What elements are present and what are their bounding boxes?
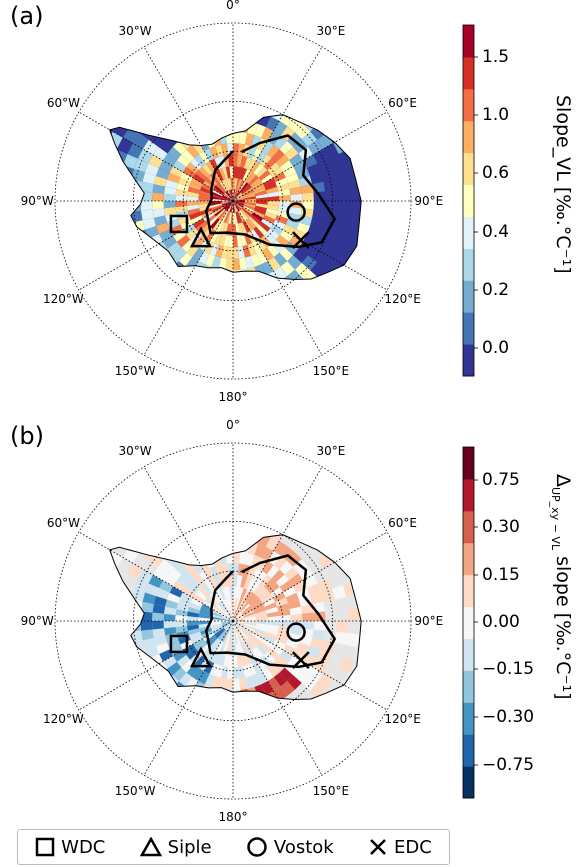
colorbar-swatch bbox=[463, 344, 474, 377]
legend-item-vostok: Vostok bbox=[246, 836, 334, 858]
site-marker-triangle bbox=[189, 646, 213, 668]
site-marker-triangle bbox=[189, 226, 213, 248]
circle-marker-icon bbox=[247, 837, 267, 857]
site-marker-square bbox=[169, 214, 189, 234]
longitude-label: 0° bbox=[226, 418, 240, 433]
longitude-label: 90°E bbox=[414, 614, 444, 628]
colorbar-tick-label: 0.6 bbox=[482, 163, 510, 183]
x-marker-icon bbox=[370, 839, 386, 855]
colorbar-a-title: Slope_VL [‰.°C⁻¹] bbox=[552, 95, 574, 274]
legend-item-wdc: WDC bbox=[35, 837, 105, 858]
colorbar-tick-label: 1.5 bbox=[482, 47, 510, 67]
site-legend: WDC Siple Vostok EDC bbox=[17, 829, 450, 865]
colorbar-swatch bbox=[463, 25, 474, 58]
site-marker-circle bbox=[286, 622, 306, 642]
colorbar-swatch bbox=[463, 152, 474, 186]
panel-a-label: (a) bbox=[10, 2, 44, 30]
colorbar-swatch bbox=[463, 766, 474, 799]
legend-label-siple: Siple bbox=[167, 836, 212, 858]
colorbar-b bbox=[462, 446, 478, 799]
legend-item-edc: EDC bbox=[368, 837, 432, 858]
longitude-label: 120°W bbox=[43, 291, 84, 306]
colorbar-swatch bbox=[463, 56, 474, 90]
longitude-label: 150°E bbox=[312, 363, 350, 378]
site-marker-x bbox=[291, 651, 310, 670]
colorbar-swatch bbox=[463, 606, 474, 639]
longitude-label: 120°W bbox=[43, 711, 84, 726]
colorbar-swatch bbox=[463, 702, 474, 735]
legend-label-vostok: Vostok bbox=[273, 836, 334, 858]
colorbar-swatch bbox=[463, 120, 474, 154]
longitude-label: 90°E bbox=[414, 194, 444, 208]
colorbar-tick-label: 0.30 bbox=[482, 517, 520, 537]
colorbar-swatch bbox=[463, 248, 474, 281]
longitude-label: 120°E bbox=[384, 291, 421, 306]
legend-item-siple: Siple bbox=[139, 836, 212, 858]
colorbar-swatch bbox=[463, 447, 474, 480]
longitude-label: 30°W bbox=[118, 444, 152, 459]
longitude-label: 120°E bbox=[384, 711, 421, 726]
colorbar-swatch bbox=[463, 88, 474, 122]
longitude-label: 30°E bbox=[316, 24, 346, 39]
colorbar-tick-label: 0.75 bbox=[482, 470, 520, 490]
colorbar-swatch bbox=[463, 734, 474, 767]
longitude-label: 90°W bbox=[20, 194, 54, 208]
longitude-label: 60°W bbox=[46, 516, 80, 531]
site-marker-circle bbox=[286, 202, 306, 222]
colorbar-tick-label: 0.2 bbox=[482, 280, 510, 300]
panel-b-label: (b) bbox=[10, 422, 44, 450]
longitude-label: 60°E bbox=[388, 516, 417, 531]
colorbar-tick-label: 1.0 bbox=[482, 105, 510, 125]
map-panel-b bbox=[54, 442, 412, 800]
legend-label-edc: EDC bbox=[394, 836, 432, 858]
longitude-label: 90°W bbox=[20, 614, 54, 628]
longitude-label: 180° bbox=[218, 809, 248, 824]
colorbar-tick-label: −0.75 bbox=[482, 755, 535, 775]
colorbar-tick-label: 0.4 bbox=[482, 222, 510, 242]
legend-label-wdc: WDC bbox=[61, 836, 106, 858]
map-panel-a bbox=[54, 22, 412, 380]
colorbar-swatch bbox=[463, 574, 474, 608]
triangle-marker-icon bbox=[139, 837, 162, 857]
longitude-label: 150°E bbox=[312, 783, 350, 798]
colorbar-swatch bbox=[463, 216, 474, 249]
colorbar-swatch bbox=[463, 280, 474, 313]
colorbar-tick-label: 0.15 bbox=[482, 565, 520, 585]
colorbar-tick-label: −0.15 bbox=[482, 659, 535, 679]
longitude-label: 0° bbox=[226, 0, 240, 13]
colorbar-a bbox=[462, 24, 478, 377]
colorbar-tick-label: 0.00 bbox=[482, 612, 520, 632]
colorbar-b-title: ΔUP_xy − VL slope [‰.°C⁻¹] bbox=[549, 474, 574, 700]
colorbar-swatch bbox=[463, 670, 474, 703]
colorbar-swatch bbox=[463, 542, 474, 576]
colorbar-tick-label: −0.30 bbox=[482, 707, 535, 727]
longitude-label: 150°W bbox=[114, 363, 156, 378]
colorbar-tick-label: 0.0 bbox=[482, 338, 510, 358]
longitude-label: 30°E bbox=[316, 444, 346, 459]
square-marker-icon bbox=[35, 837, 55, 857]
colorbar-swatch bbox=[463, 510, 474, 544]
longitude-label: 150°W bbox=[114, 783, 156, 798]
site-marker-x bbox=[291, 231, 310, 250]
longitude-label: 180° bbox=[218, 389, 248, 404]
longitude-label: 60°W bbox=[46, 96, 80, 111]
site-marker-square bbox=[169, 634, 189, 654]
colorbar-swatch bbox=[463, 638, 474, 671]
colorbar-swatch bbox=[463, 184, 474, 217]
longitude-label: 60°E bbox=[388, 96, 417, 111]
longitude-label: 30°W bbox=[118, 24, 152, 39]
colorbar-swatch bbox=[463, 478, 474, 512]
colorbar-swatch bbox=[463, 312, 474, 345]
